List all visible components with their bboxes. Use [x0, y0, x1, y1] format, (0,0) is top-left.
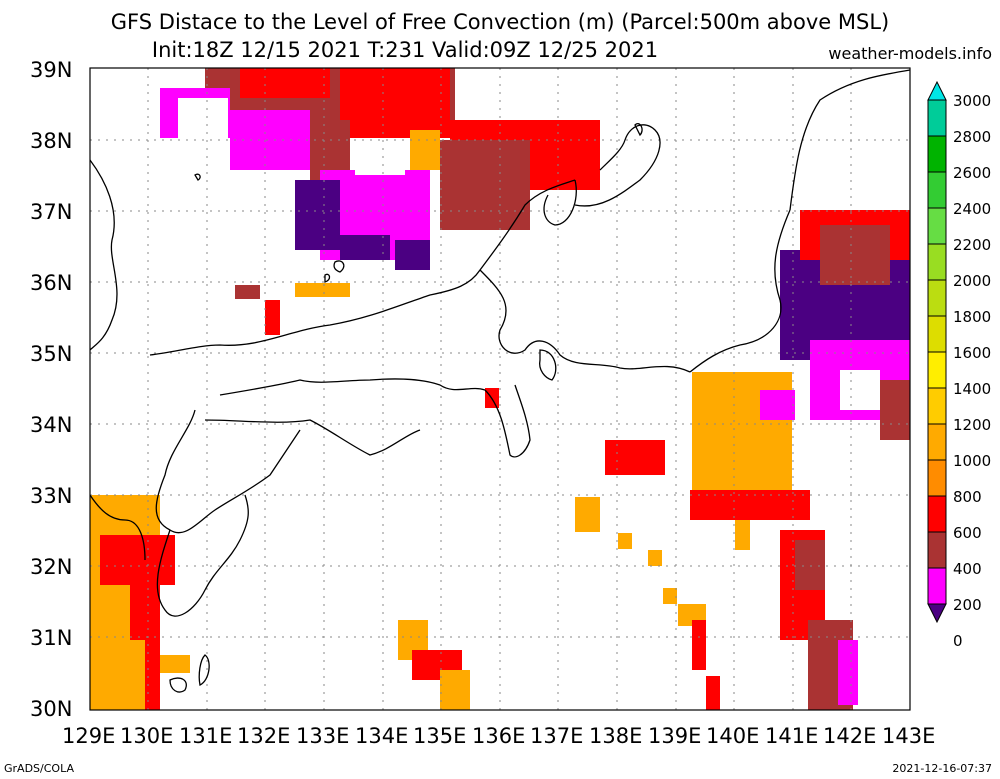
colorbar-swatch — [927, 135, 947, 173]
colorbar-swatch — [927, 279, 947, 317]
coastlines — [89, 69, 911, 693]
lon-tick-label: 139E — [648, 724, 702, 748]
lon-tick-label: 136E — [472, 724, 526, 748]
lon-tick-label: 143E — [882, 724, 936, 748]
colorbar-label: 2600 — [953, 164, 992, 182]
colorbar-label: 400 — [953, 560, 982, 578]
colorbar-label: 1200 — [953, 416, 992, 434]
colorbar-swatch — [927, 243, 947, 281]
colorbar-swatch — [927, 423, 947, 461]
colorbar-cap-bottom — [927, 603, 947, 624]
colorbar-label: 600 — [953, 524, 982, 542]
lon-tick-label: 129E — [62, 724, 116, 748]
field-layer — [90, 68, 910, 710]
lat-tick-label: 37N — [30, 200, 73, 224]
lat-tick-label: 39N — [30, 58, 73, 82]
lon-tick-label: 137E — [530, 724, 584, 748]
colorbar-swatch — [927, 171, 947, 209]
colorbar-cap-top — [927, 80, 947, 101]
colorbar-label: 1000 — [953, 452, 992, 470]
footer-left: GrADS/COLA — [4, 762, 74, 775]
lon-tick-label: 131E — [179, 724, 233, 748]
colorbar-label: 1800 — [953, 308, 992, 326]
lon-tick-label: 133E — [296, 724, 350, 748]
colorbar-label: 2800 — [953, 128, 992, 146]
lat-tick-label: 34N — [30, 413, 73, 437]
colorbar-swatch — [927, 495, 947, 533]
colorbar-swatch — [927, 99, 947, 137]
grid-lines — [90, 68, 910, 710]
colorbar-swatch — [927, 207, 947, 245]
colorbar-swatch — [927, 531, 947, 569]
lat-tick-label: 31N — [30, 626, 73, 650]
colorbar-swatch — [927, 315, 947, 353]
colorbar-label: 2400 — [953, 200, 992, 218]
lat-tick-label: 38N — [30, 129, 73, 153]
lon-tick-label: 140E — [706, 724, 760, 748]
colorbar-swatch — [927, 351, 947, 389]
colorbar — [927, 80, 947, 624]
colorbar-label: 0 — [953, 632, 963, 650]
chart-subtitle: Init:18Z 12/15 2021 T:231 Valid:09Z 12/2… — [151, 38, 659, 62]
colorbar-label: 2200 — [953, 236, 992, 254]
colorbar-label: 1600 — [953, 344, 992, 362]
lat-tick-label: 32N — [30, 555, 73, 579]
colorbar-label: 200 — [953, 596, 982, 614]
lon-tick-label: 132E — [237, 724, 291, 748]
colorbar-swatch — [927, 387, 947, 425]
lon-tick-label: 142E — [823, 724, 877, 748]
lat-tick-label: 30N — [30, 697, 73, 721]
map-frame — [89, 67, 911, 711]
chart-title: GFS Distace to the Level of Free Convect… — [110, 10, 890, 34]
lon-tick-label: 141E — [765, 724, 819, 748]
lat-tick-label: 35N — [30, 342, 73, 366]
colorbar-label: 2000 — [953, 272, 992, 290]
lon-tick-label: 130E — [120, 724, 174, 748]
lat-tick-label: 36N — [30, 271, 73, 295]
colorbar-label: 1400 — [953, 380, 992, 398]
footer-right: 2021-12-16-07:37 — [892, 762, 992, 775]
lon-tick-label: 138E — [589, 724, 643, 748]
lon-tick-label: 134E — [355, 724, 409, 748]
colorbar-swatch — [927, 459, 947, 497]
colorbar-label: 3000 — [953, 92, 992, 110]
site-credit: weather-models.info — [828, 44, 992, 63]
colorbar-swatch — [927, 567, 947, 605]
lat-tick-label: 33N — [30, 484, 73, 508]
colorbar-label: 800 — [953, 488, 982, 506]
lon-tick-label: 135E — [413, 724, 467, 748]
